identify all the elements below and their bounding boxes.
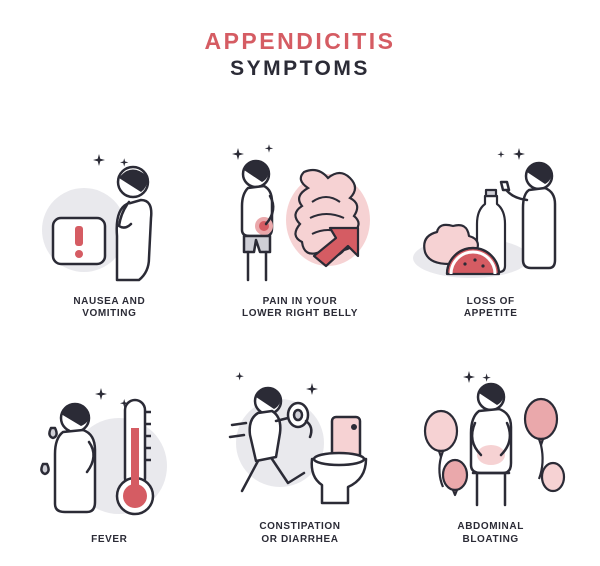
title-line-1: APPENDICITIS	[204, 28, 395, 55]
label-constipation: CONSTIPATION OR DIARRHEA	[259, 521, 340, 546]
illus-bloating	[411, 365, 571, 515]
illus-appetite	[411, 140, 571, 290]
symptom-constipation: CONSTIPATION OR DIARRHEA	[211, 331, 390, 547]
title-line-2: SYMPTOMS	[204, 57, 395, 81]
symptom-bloating: ABDOMINAL BLOATING	[401, 331, 580, 547]
symptom-fever: FEVER	[20, 331, 199, 547]
label-pain: PAIN IN YOUR LOWER RIGHT BELLY	[242, 296, 358, 321]
label-bloating: ABDOMINAL BLOATING	[457, 521, 524, 546]
illus-nausea	[29, 140, 189, 290]
label-nausea: NAUSEA AND VOMITING	[73, 296, 145, 321]
illus-pain	[220, 140, 380, 290]
title-block: APPENDICITIS SYMPTOMS	[204, 28, 395, 81]
symptom-pain: PAIN IN YOUR LOWER RIGHT BELLY	[211, 105, 390, 321]
illus-constipation	[220, 365, 380, 515]
label-fever: FEVER	[91, 534, 127, 547]
symptom-appetite: LOSS OF APPETITE	[401, 105, 580, 321]
illus-fever	[29, 378, 189, 528]
symptom-nausea: NAUSEA AND VOMITING	[20, 105, 199, 321]
symptom-grid: NAUSEA AND VOMITING	[20, 105, 580, 546]
label-appetite: LOSS OF APPETITE	[464, 296, 518, 321]
